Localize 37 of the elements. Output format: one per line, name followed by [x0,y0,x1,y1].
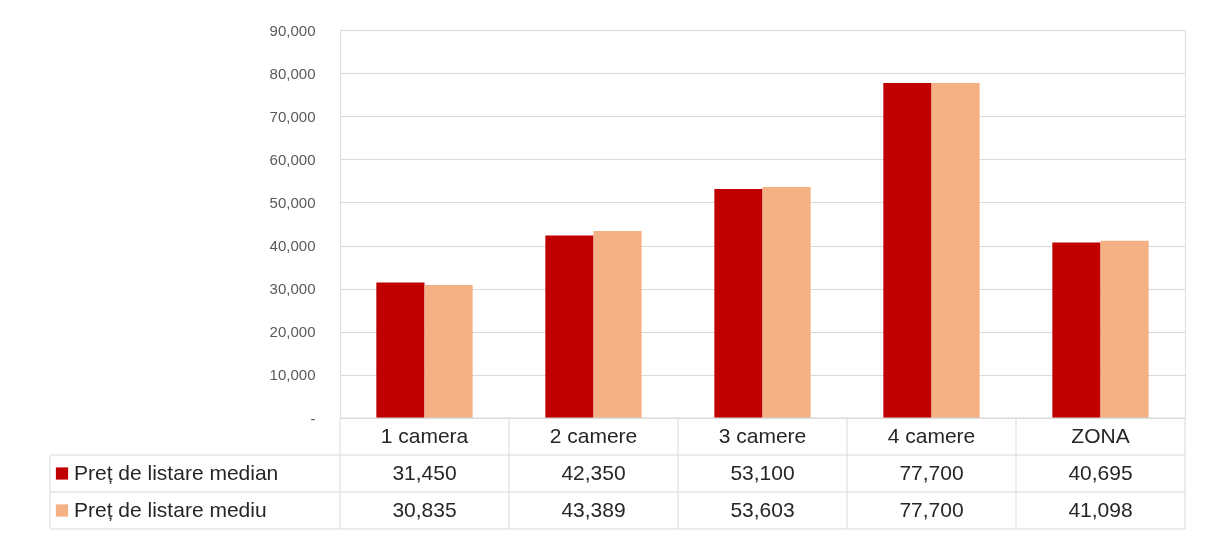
data-label: 42,350 [561,460,626,484]
y-tick-label: 90,000 [269,21,316,39]
x-tick-label: ZONA [1071,423,1130,447]
y-tick-label: 10,000 [269,366,316,384]
bar [931,83,980,418]
data-label: 43,389 [561,497,626,521]
legend-label: Preț de listare mediu [74,497,267,521]
x-tick-label: 4 camere [887,423,976,447]
y-tick-label: 30,000 [269,280,316,298]
data-label: 53,100 [730,460,795,484]
y-tick-label: - [310,409,316,427]
legend-label: Preț de listare median [74,460,279,484]
bar [545,235,594,418]
y-tick-label: 40,000 [269,237,316,255]
y-tick-label: 70,000 [269,107,316,125]
x-tick-label: 1 camera [380,423,469,447]
data-label: 31,450 [392,460,457,484]
data-label: 30,835 [392,497,457,521]
data-label: 77,700 [899,460,964,484]
bar [376,282,425,418]
x-tick-label: 3 camere [718,423,807,447]
y-tick-label: 50,000 [269,193,316,211]
data-label: 77,700 [899,497,964,521]
bar [762,186,811,418]
bar [424,285,473,418]
y-tick-label: 60,000 [269,150,316,168]
data-label: 53,603 [730,497,795,521]
x-tick-label: 2 camere [549,423,638,447]
bar [883,83,932,418]
bar [714,189,763,418]
data-label: 40,695 [1068,460,1133,484]
y-tick-label: 20,000 [269,323,316,341]
bar [1100,240,1149,418]
y-tick-label: 80,000 [269,64,316,82]
data-label: 41,098 [1068,497,1133,521]
bar [593,230,642,418]
bar [1052,242,1101,418]
